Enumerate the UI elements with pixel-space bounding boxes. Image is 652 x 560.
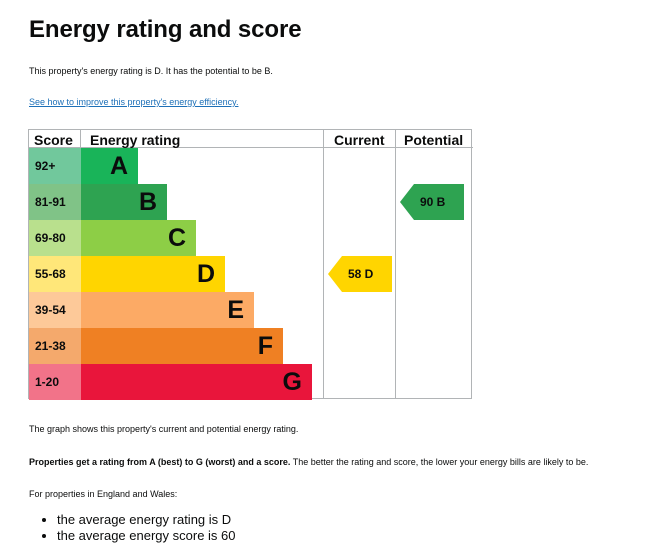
current-header: Current	[334, 132, 385, 148]
rating-bar: E	[81, 292, 254, 328]
score-range-label: 69-80	[35, 231, 66, 245]
potential-rating-arrow: 90 B	[400, 184, 464, 220]
score-range-label: 92+	[35, 159, 56, 173]
rating-bar: D	[81, 256, 225, 292]
rating-band-a: 92+ A	[29, 148, 323, 184]
rating-letter: F	[257, 332, 273, 360]
average-list: the average energy rating is D the avera…	[29, 512, 236, 544]
score-range-cell: 21-38	[29, 328, 81, 364]
score-range-cell: 92+	[29, 148, 81, 184]
rating-band-f: 21-38 F	[29, 328, 323, 364]
score-range-label: 21-38	[35, 339, 66, 353]
rating-bar: A	[81, 148, 138, 184]
rating-summary: This property's energy rating is D. It h…	[29, 66, 273, 76]
rating-band-b: 81-91 B	[29, 184, 323, 220]
rating-letter: E	[227, 296, 244, 324]
rating-bar: G	[81, 364, 312, 400]
rating-letter: B	[138, 188, 157, 216]
rating-letter: G	[282, 368, 302, 396]
rating-bar: F	[81, 328, 283, 364]
rating-explanation-bold: Properties get a rating from A (best) to…	[29, 457, 291, 467]
improve-link-wrap: See how to improve this property's energ…	[29, 96, 239, 108]
rating-letter: A	[109, 152, 128, 180]
potential-rating-label: 90 B	[420, 195, 446, 209]
rating-band-d: 55-68 D	[29, 256, 323, 292]
score-column-divider	[80, 130, 81, 148]
rating-letter: D	[196, 260, 215, 288]
current-arrow-shape	[328, 256, 392, 292]
header-divider	[29, 147, 473, 148]
improve-efficiency-link[interactable]: See how to improve this property's energ…	[29, 97, 239, 107]
rating-band-c: 69-80 C	[29, 220, 323, 256]
potential-header: Potential	[404, 132, 464, 148]
score-range-label: 55-68	[35, 267, 66, 281]
graph-description: The graph shows this property's current …	[29, 424, 299, 434]
energy-rating-chart: Score Energy rating Current Potential 92…	[28, 129, 473, 400]
rating-band-e: 39-54 E	[29, 292, 323, 328]
rating-bar: B	[81, 184, 167, 220]
list-item: the average energy score is 60	[57, 528, 236, 544]
potential-column-divider	[395, 130, 396, 398]
potential-arrow-shape	[400, 184, 464, 220]
score-range-label: 39-54	[35, 303, 66, 317]
rating-letter: C	[167, 224, 186, 252]
rating-explanation-rest: The better the rating and score, the low…	[290, 457, 589, 467]
rating-band-g: 1-20 G	[29, 364, 323, 400]
current-rating-label: 58 D	[348, 267, 374, 281]
score-range-cell: 55-68	[29, 256, 81, 292]
list-item: the average energy rating is D	[57, 512, 236, 528]
score-range-cell: 39-54	[29, 292, 81, 328]
current-column-divider	[323, 130, 324, 398]
energy-rating-header: Energy rating	[90, 132, 181, 148]
current-rating-arrow: 58 D	[328, 256, 392, 292]
region-note: For properties in England and Wales:	[29, 489, 178, 499]
score-range-cell: 81-91	[29, 184, 81, 220]
score-header: Score	[34, 132, 73, 148]
rating-explanation: Properties get a rating from A (best) to…	[29, 456, 588, 468]
score-range-label: 81-91	[35, 195, 66, 209]
score-range-label: 1-20	[35, 375, 60, 389]
page-title: Energy rating and score	[29, 16, 302, 43]
score-range-cell: 69-80	[29, 220, 81, 256]
rating-bar: C	[81, 220, 196, 256]
score-range-cell: 1-20	[29, 364, 81, 400]
